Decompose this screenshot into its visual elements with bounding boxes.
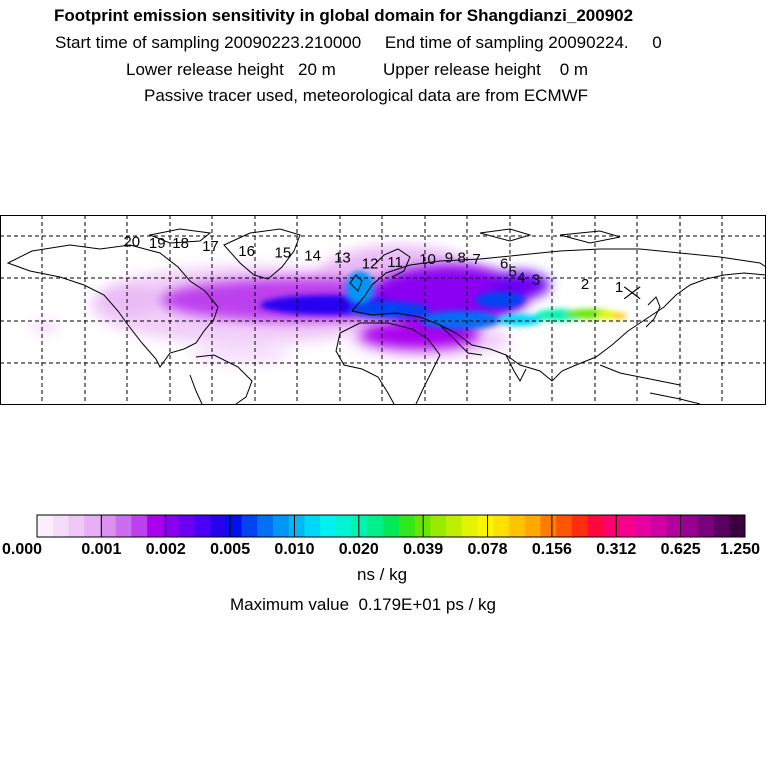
colorbar-tick-label: 0.000 <box>2 541 42 558</box>
trajectory-label: 15 <box>275 245 292 262</box>
trajectory-label: 14 <box>304 248 321 265</box>
colorbar-tick-label: 0.078 <box>468 541 508 558</box>
receptor-cross-stroke <box>623 286 641 300</box>
colorbar-cell <box>634 515 651 537</box>
trajectory-label: 16 <box>238 243 255 260</box>
colorbar-cell <box>194 515 211 537</box>
colorbar-cell <box>666 515 683 537</box>
colorbar-tick-label: 0.001 <box>81 541 121 558</box>
colorbar-tick-label: 0.039 <box>403 541 443 558</box>
colorbar-cell <box>320 515 337 537</box>
emission-sensitivity-field <box>31 245 627 365</box>
colorbar: 0.000 0.001 0.002 0.005 0.010 0.020 0.039 0.078… <box>2 514 760 558</box>
colorbar-frame <box>36 514 746 538</box>
colorbar-cell <box>398 515 415 537</box>
trajectory-label: 7 <box>472 251 480 268</box>
colorbar-cell <box>210 515 227 537</box>
colorbar-tick-label: 1.250 <box>720 541 760 558</box>
colorbar-cell <box>115 515 132 537</box>
colorbar-tick-labels: 0.000 0.001 0.002 0.005 0.010 0.020 0.039 0.078… <box>2 515 760 558</box>
colorbar-cell <box>304 515 321 537</box>
trajectory-label: 19 <box>149 235 166 252</box>
colorbar-cell <box>713 515 730 537</box>
colorbar-cell <box>556 515 573 537</box>
colorbar-cell <box>477 515 494 537</box>
colorbar-cell <box>99 515 117 537</box>
trajectory-label: 9 <box>445 249 453 266</box>
colorbar-tick-label: 0.312 <box>596 541 636 558</box>
trajectory-label: 3 <box>532 271 540 288</box>
colorbar-cell <box>84 515 101 537</box>
trajectory-label: 10 <box>419 251 436 268</box>
colorbar-cell <box>367 515 384 537</box>
coastlines <box>6 228 766 404</box>
colorbar-cell <box>351 515 368 537</box>
colorbar-cell <box>430 515 447 537</box>
colorbar-cell <box>697 515 714 537</box>
map-frame <box>0 215 766 405</box>
colorbar-cell <box>650 515 667 537</box>
trajectory-label: 12 <box>362 256 379 273</box>
colorbar-tick-label: 0.020 <box>339 541 379 558</box>
colorbar-cell <box>162 515 179 537</box>
trajectory-label: 18 <box>172 235 189 252</box>
sampling-times: Start time of sampling 20090223.210000 E… <box>55 33 662 52</box>
trajectory-label: 11 <box>387 254 403 271</box>
colorbar-tick-label: 0.625 <box>661 541 701 558</box>
trajectory-label: 1 <box>615 279 623 296</box>
trajectory-label: 4 <box>517 270 525 287</box>
colorbar-cell <box>729 515 746 537</box>
colorbar-cell <box>178 515 195 537</box>
colorbar-tick-label: 0.005 <box>210 541 250 558</box>
colorbar-cell <box>288 515 305 537</box>
colorbar-cell <box>383 515 400 537</box>
map-title: Footprint emission sensitivity in global… <box>54 6 634 25</box>
colorbar-cell <box>509 515 526 537</box>
release-heights: Lower release height 20 m Upper release … <box>126 60 589 79</box>
trajectory-label: 2 <box>581 276 589 293</box>
colorbar-tick-label: 0.002 <box>146 541 186 558</box>
colorbar-cell <box>493 515 510 537</box>
trajectory-label: 6 <box>500 256 508 273</box>
trajectory-label: 8 <box>458 249 466 266</box>
colorbar-cell <box>37 515 54 537</box>
receptor-marker <box>623 286 641 300</box>
colorbar-unit: ns / kg <box>357 565 408 584</box>
colorbar-cell <box>524 515 541 537</box>
colorbar-tick-label: 0.010 <box>274 541 314 558</box>
colorbar-cell <box>241 515 258 537</box>
maximum-value: Maximum value 0.179E+01 ps / kg <box>230 595 496 614</box>
colorbar-cell <box>225 515 242 537</box>
colorbar-cell <box>257 515 274 537</box>
trajectory-label: 13 <box>334 249 351 266</box>
colorbar-cell <box>68 515 85 537</box>
tracer-info: Passive tracer used, meteorological data… <box>144 86 589 105</box>
trajectory-label: 5 <box>509 263 517 280</box>
colorbar-tick-label: 0.156 <box>532 541 572 558</box>
colorbar-cell <box>571 515 589 537</box>
trajectory-label: 17 <box>202 238 219 255</box>
colorbar-cell <box>619 515 636 537</box>
colorbar-cell <box>335 515 353 537</box>
colorbar-cell <box>682 515 699 537</box>
colorbar-cell <box>273 515 290 537</box>
colorbar-cell <box>603 515 620 537</box>
colorbar-cell <box>147 515 164 537</box>
trajectory-label: 20 <box>123 234 140 251</box>
colorbar-cell <box>131 515 148 537</box>
colorbar-cell <box>461 515 478 537</box>
colorbar-cell <box>52 515 69 537</box>
colorbar-cell <box>587 515 604 537</box>
colorbar-cell <box>446 515 463 537</box>
colorbar-cell <box>414 515 431 537</box>
colorbar-cell <box>540 515 557 537</box>
colorbar-cells <box>36 514 746 538</box>
lat-lon-grid <box>0 215 766 404</box>
